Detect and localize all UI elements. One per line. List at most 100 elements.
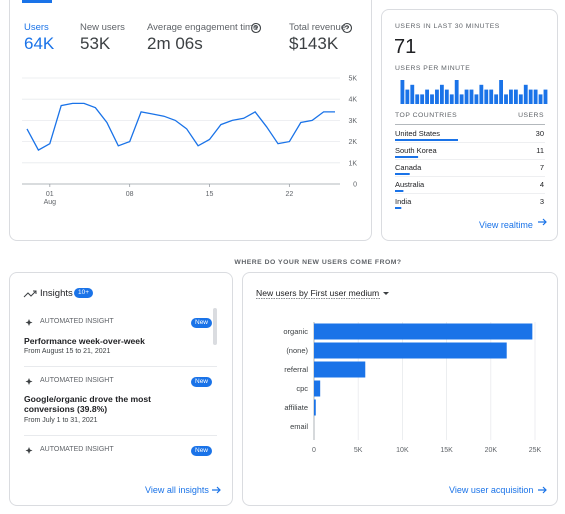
y-tick-label: 0 bbox=[353, 182, 357, 189]
y-tick-label: 1K bbox=[348, 160, 357, 167]
metric-value: $143K bbox=[289, 34, 339, 53]
country-users: 11 bbox=[536, 146, 544, 155]
insights-icon bbox=[23, 290, 37, 298]
bar bbox=[543, 89, 548, 104]
metric-label[interactable]: Total revenue bbox=[289, 22, 347, 33]
new-badge: New bbox=[191, 377, 213, 388]
bar bbox=[435, 89, 439, 104]
country-name: South Korea bbox=[395, 146, 437, 155]
insight-label: AUTOMATED INSIGHT bbox=[40, 318, 114, 325]
section-heading: WHERE DO YOUR NEW USERS COME FROM? bbox=[234, 259, 402, 266]
help-icon bbox=[341, 22, 353, 34]
per-minute-label: USERS PER MINUTE bbox=[395, 65, 471, 72]
view-insights-link[interactable]: View all insights bbox=[145, 485, 209, 495]
bar bbox=[518, 94, 523, 104]
arrow-icon[interactable] bbox=[538, 218, 547, 226]
y-tick-label: 5K bbox=[348, 76, 357, 83]
bar bbox=[314, 342, 507, 359]
bar bbox=[479, 84, 484, 104]
country-name: United States bbox=[395, 129, 441, 138]
insights-count-badge: 10+ bbox=[74, 288, 94, 299]
metric-value: 64K bbox=[24, 34, 55, 53]
y-tick-label: cpc bbox=[296, 384, 308, 393]
arrow-icon[interactable] bbox=[538, 486, 547, 494]
view-acquisition-link[interactable]: View user acquisition bbox=[449, 485, 534, 495]
acquisition-card bbox=[242, 272, 558, 506]
active-tab-indicator bbox=[22, 0, 52, 3]
insight-label: AUTOMATED INSIGHT bbox=[40, 377, 114, 384]
bar bbox=[444, 89, 449, 104]
metric-label[interactable]: New users bbox=[80, 22, 125, 33]
bar bbox=[528, 89, 533, 104]
y-tick-label: email bbox=[290, 422, 308, 431]
bar bbox=[533, 89, 538, 104]
metric-label[interactable]: Users bbox=[24, 22, 49, 33]
bar bbox=[415, 94, 420, 104]
insight-label: AUTOMATED INSIGHT bbox=[40, 446, 114, 453]
y-tick-label: 2K bbox=[348, 139, 357, 146]
country-name: Australia bbox=[395, 180, 425, 189]
bar bbox=[538, 94, 543, 104]
dropdown-arrow[interactable] bbox=[383, 292, 389, 295]
bar bbox=[484, 89, 489, 104]
bar bbox=[499, 80, 503, 104]
bar bbox=[459, 94, 464, 104]
country-bar bbox=[395, 190, 404, 192]
x-tick-label: 25K bbox=[529, 447, 542, 454]
bar bbox=[420, 94, 425, 104]
bar bbox=[449, 94, 454, 104]
country-bar bbox=[395, 207, 402, 209]
bar bbox=[454, 80, 459, 104]
help-icon bbox=[250, 22, 262, 34]
country-bar bbox=[395, 173, 410, 175]
insight-date: From July 1 to 31, 2021 bbox=[24, 417, 98, 424]
metric-value: 53K bbox=[80, 34, 111, 53]
bar bbox=[400, 80, 405, 104]
y-tick-label: affiliate bbox=[284, 403, 308, 412]
x-tick-label: 08 bbox=[126, 191, 134, 198]
bar bbox=[504, 94, 508, 104]
bar bbox=[513, 89, 518, 104]
bar bbox=[489, 89, 494, 104]
country-bar bbox=[395, 156, 419, 158]
x-tick-label: 01 bbox=[46, 191, 54, 198]
view-realtime-link[interactable]: View realtime bbox=[479, 220, 533, 230]
country-users: 3 bbox=[539, 197, 544, 206]
arrow-icon[interactable] bbox=[212, 486, 221, 494]
realtime-title: USERS IN LAST 30 MINUTES bbox=[395, 23, 500, 30]
scrollbar[interactable] bbox=[213, 308, 217, 345]
new-badge: New bbox=[191, 446, 213, 457]
x-secondary-label: Aug bbox=[44, 199, 57, 206]
country-name: India bbox=[395, 197, 412, 206]
bar bbox=[405, 89, 410, 104]
metric-label[interactable]: Average engagement time bbox=[147, 22, 259, 33]
bar bbox=[314, 323, 533, 340]
insights-card bbox=[9, 272, 233, 506]
y-tick-label: organic bbox=[283, 327, 308, 336]
realtime-card bbox=[381, 9, 558, 241]
x-tick-label: 15 bbox=[206, 191, 214, 198]
country-users: 30 bbox=[535, 129, 544, 138]
country-users: 7 bbox=[539, 163, 544, 172]
y-tick-label: referral bbox=[284, 365, 308, 374]
insights-title: Insights bbox=[40, 288, 73, 299]
insight-headline[interactable]: Google/organic drove the most conversion… bbox=[24, 394, 152, 415]
country-bar bbox=[395, 139, 458, 141]
x-tick-label: 10K bbox=[396, 447, 409, 454]
bar bbox=[425, 89, 429, 104]
bar bbox=[509, 89, 513, 104]
dimension-dropdown[interactable]: New users by First user medium bbox=[256, 288, 380, 298]
bar bbox=[410, 84, 415, 104]
insight-headline[interactable]: Performance week-over-week bbox=[24, 336, 145, 346]
x-tick-label: 5K bbox=[354, 447, 363, 454]
y-tick-label: 3K bbox=[348, 118, 357, 125]
bar bbox=[494, 94, 499, 104]
x-tick-label: 15K bbox=[440, 447, 453, 454]
line-series bbox=[26, 102, 335, 151]
x-tick-label: 0 bbox=[312, 447, 316, 454]
country-name: Canada bbox=[395, 163, 422, 172]
country-users: 4 bbox=[539, 180, 544, 189]
bar bbox=[314, 399, 316, 416]
